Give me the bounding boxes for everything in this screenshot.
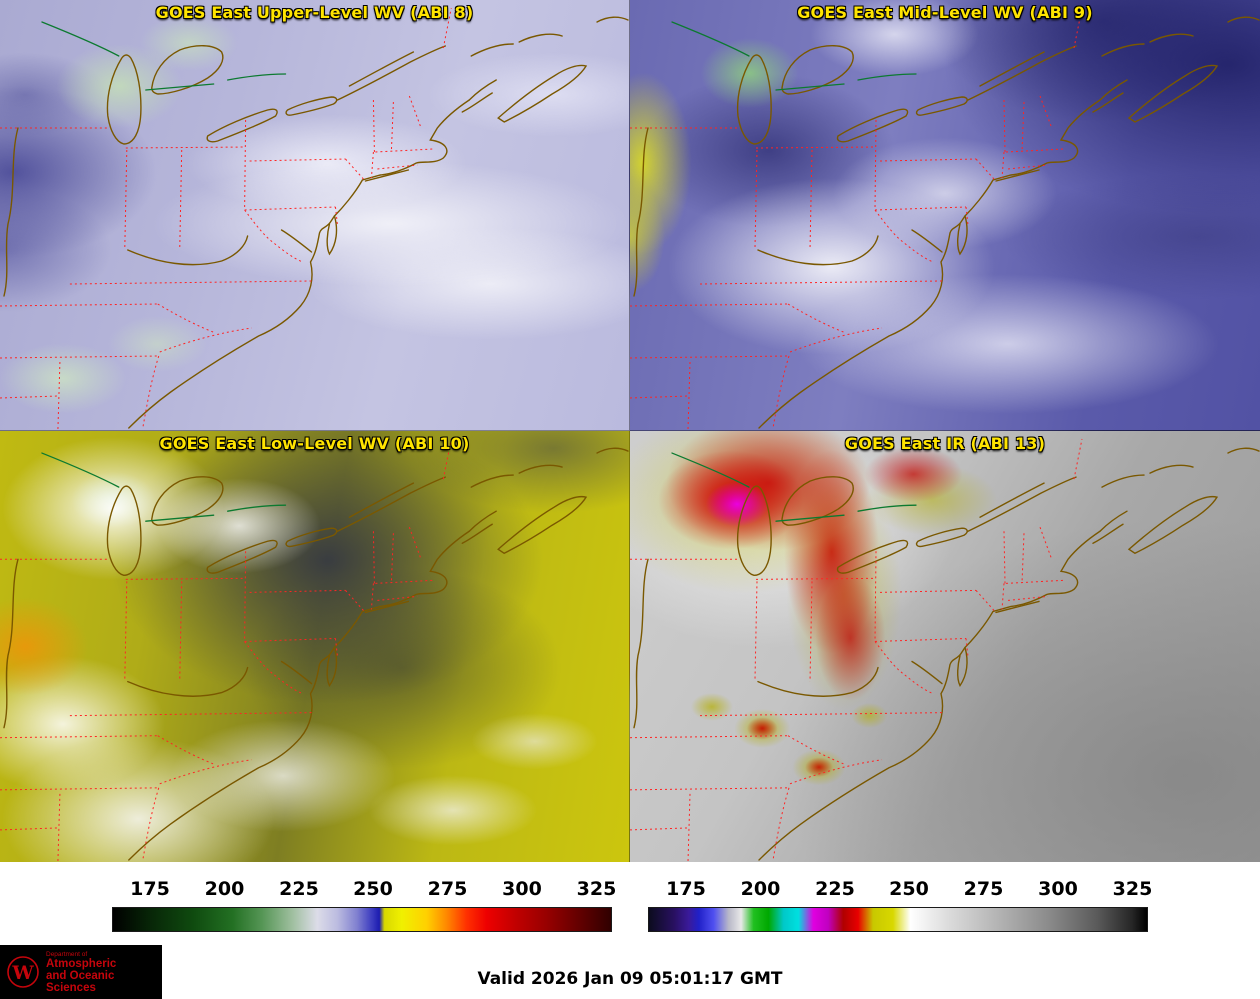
tick-label: 275 xyxy=(427,878,468,900)
tick-label: 200 xyxy=(204,878,245,900)
footer: 175 200 225 250 275 300 325 175 200 225 … xyxy=(0,862,1260,999)
colorbar-wv-tick-labels: 175 200 225 250 275 300 325 xyxy=(112,878,616,902)
panel-title-mid-level-wv: GOES East Mid-Level WV (ABI 9) xyxy=(797,3,1093,22)
panel-title-upper-level-wv: GOES East Upper-Level WV (ABI 8) xyxy=(155,3,474,22)
tick-label: 300 xyxy=(502,878,542,900)
uw-crest-icon: W xyxy=(7,956,39,988)
logo-line-1: Atmospheric xyxy=(46,957,117,970)
tick-label: 325 xyxy=(1112,878,1153,900)
tick-label: 325 xyxy=(576,878,617,900)
panel-mid-level-wv: GOES East Mid-Level WV (ABI 9) xyxy=(630,0,1260,431)
map-overlay xyxy=(630,7,1260,430)
colorbar-wv-gradient xyxy=(112,907,612,932)
panel-ir: GOES East IR (ABI 13) xyxy=(630,431,1260,862)
panel-title-ir: GOES East IR (ABI 13) xyxy=(844,434,1046,453)
panel-grid: GOES East Upper-Level WV (ABI 8) GOES Ea… xyxy=(0,0,1260,862)
tick-label: 250 xyxy=(889,878,929,900)
map-overlay xyxy=(0,7,629,430)
svg-text:W: W xyxy=(11,962,34,984)
panel-title-low-level-wv: GOES East Low-Level WV (ABI 10) xyxy=(159,434,470,453)
tick-label: 250 xyxy=(353,878,393,900)
tick-label: 275 xyxy=(963,878,1004,900)
logo-line-2: and Oceanic Sciences xyxy=(46,969,115,994)
tick-label: 225 xyxy=(815,878,855,900)
logo-dept-line: Department of xyxy=(46,950,88,958)
colorbar-wv: 175 200 225 250 275 300 325 xyxy=(112,878,616,932)
tick-label: 300 xyxy=(1038,878,1078,900)
colorbar-ir-gradient xyxy=(648,907,1148,932)
uw-aos-logo: W Department of Atmospheric and Oceanic … xyxy=(0,945,162,999)
tick-label: 175 xyxy=(130,878,170,900)
tick-label: 225 xyxy=(279,878,319,900)
tick-label: 200 xyxy=(740,878,781,900)
colorbar-ir-tick-labels: 175 200 225 250 275 300 325 xyxy=(648,878,1152,902)
valid-time: Valid 2026 Jan 09 05:01:17 GMT xyxy=(477,969,783,989)
colorbar-ir: 175 200 225 250 275 300 325 xyxy=(648,878,1152,932)
map-overlay xyxy=(630,438,1260,862)
map-overlay xyxy=(0,438,629,862)
logo-text: Department of Atmospheric and Oceanic Sc… xyxy=(46,951,157,994)
panel-low-level-wv: GOES East Low-Level WV (ABI 10) xyxy=(0,431,630,862)
tick-label: 175 xyxy=(666,878,706,900)
panel-upper-level-wv: GOES East Upper-Level WV (ABI 8) xyxy=(0,0,630,431)
